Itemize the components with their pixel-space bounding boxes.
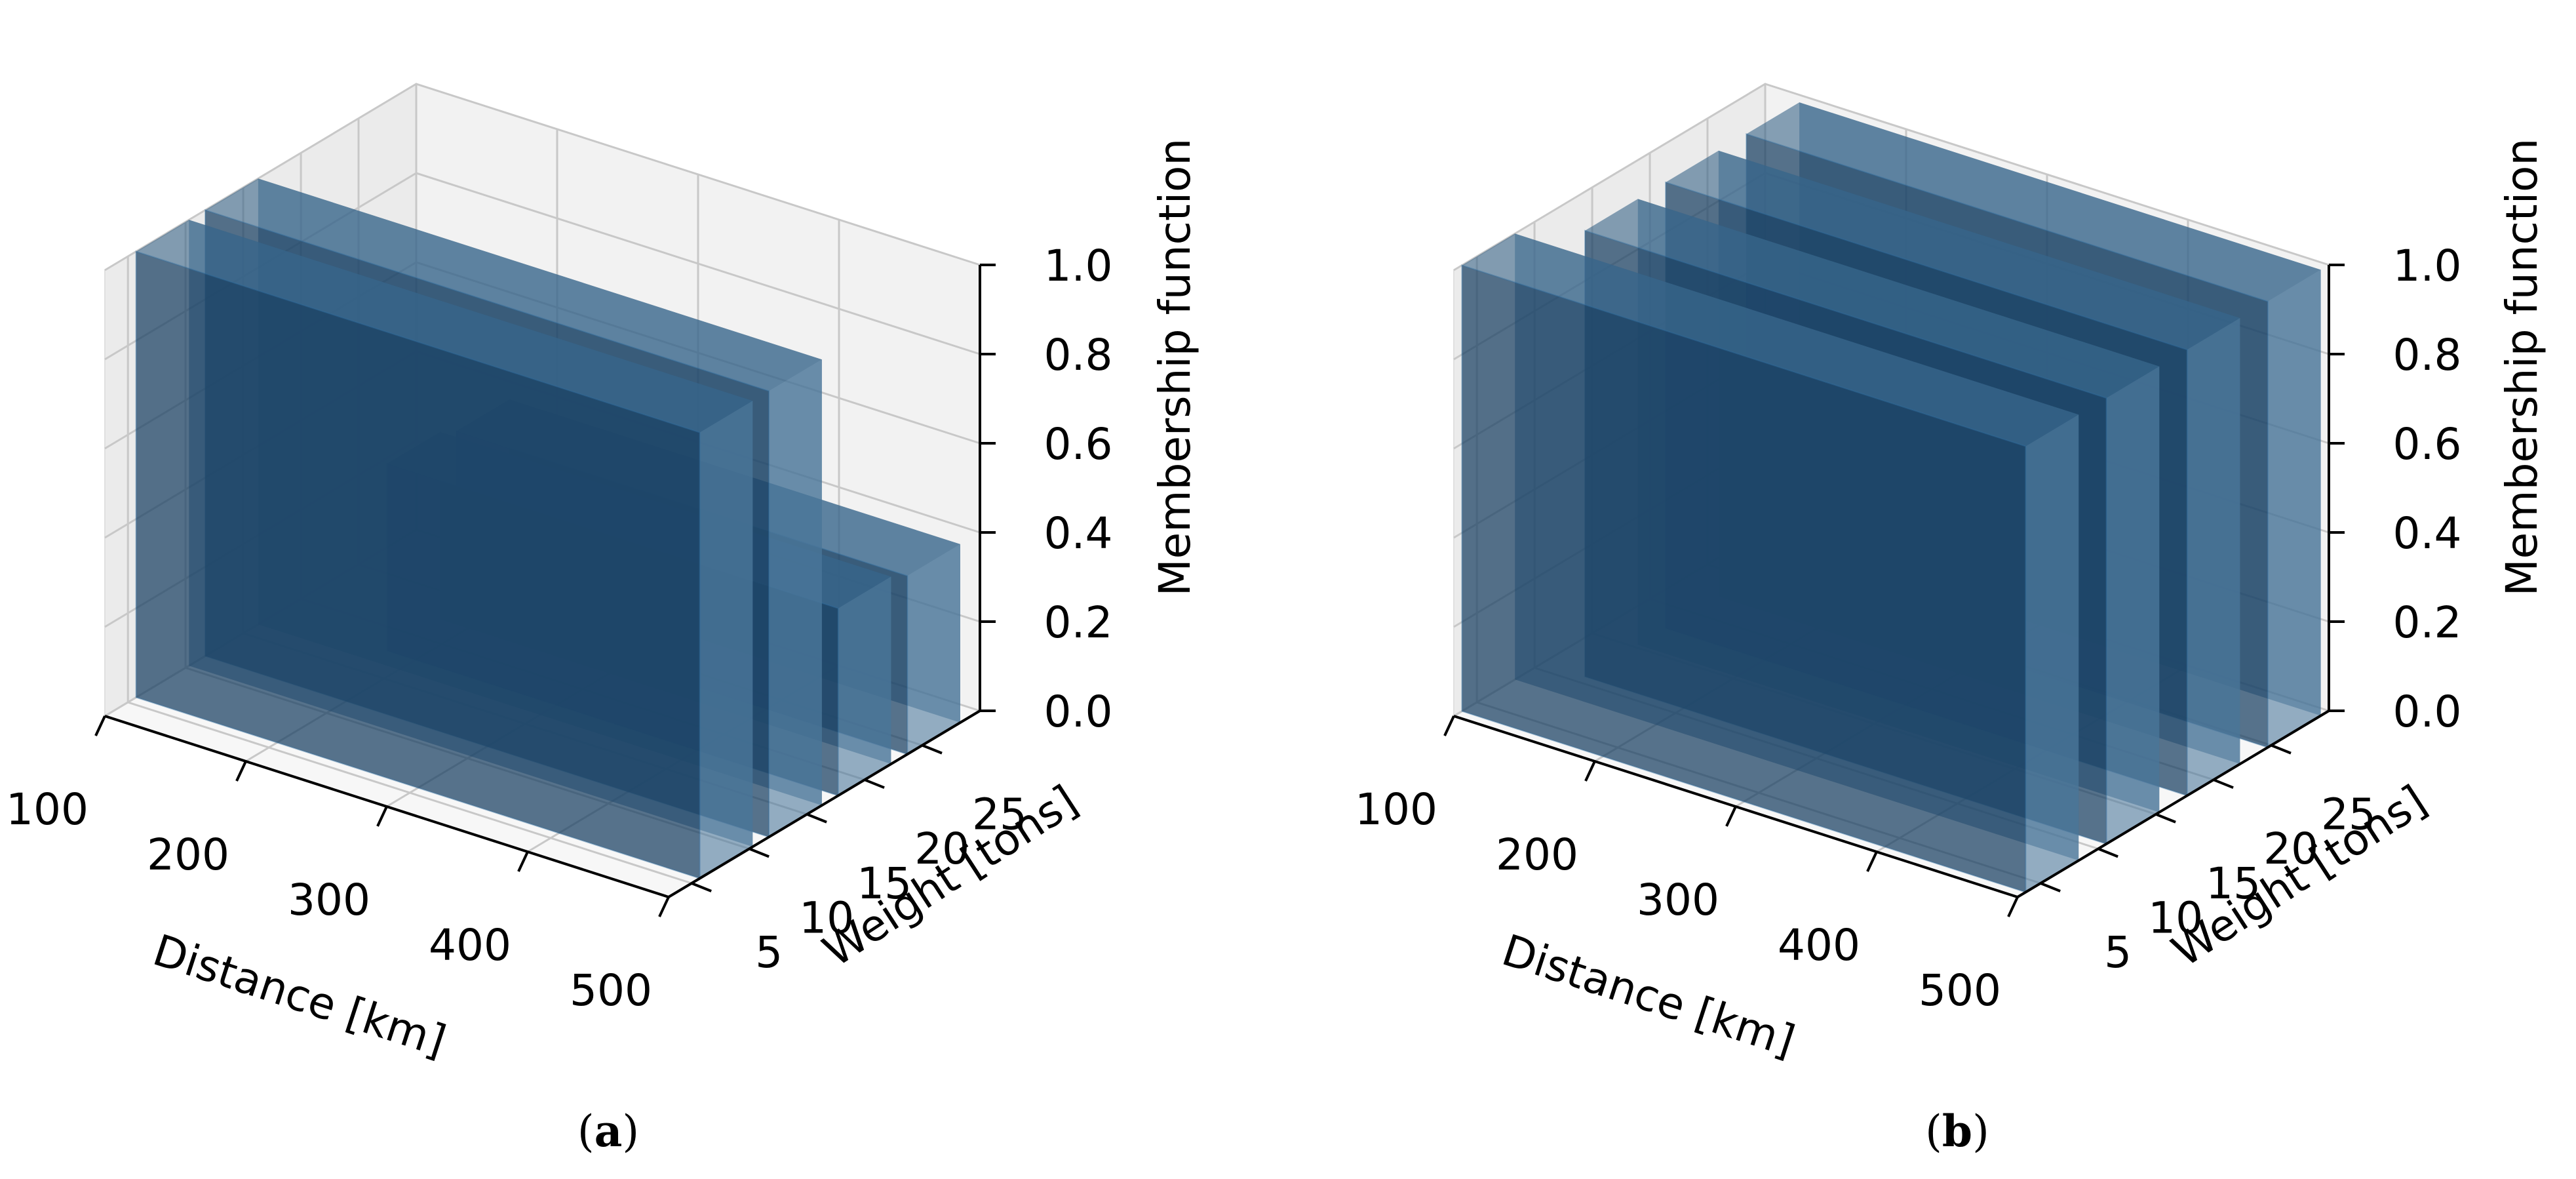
x-tick: [94, 715, 106, 736]
y-tick: [922, 744, 943, 755]
surface-end-cap: [2187, 318, 2240, 796]
x-tick-label: 400: [429, 920, 511, 970]
z-axis-title: Membership function: [1150, 138, 1200, 597]
y-tick: [864, 778, 885, 789]
z-tick-label: 1.0: [2393, 241, 2462, 291]
z-tick-label: 1.0: [1044, 241, 1113, 291]
z-axis-title: Membership function: [2497, 138, 2547, 597]
x-axis-title: Distance [km]: [147, 925, 452, 1066]
x-tick: [1584, 761, 1596, 782]
y-tick-label: 10: [2148, 892, 2203, 943]
y-tick-label: 20: [914, 824, 969, 874]
z-tick-label: 0.8: [1044, 330, 1113, 380]
x-tick-label: 300: [288, 875, 370, 925]
x-axis-title: Distance [km]: [1496, 925, 1801, 1066]
x-tick: [517, 851, 529, 872]
z-grid-line: [1453, 83, 2330, 271]
y-axis-title: Weight [tons]: [814, 776, 1086, 977]
y-tick-label: 10: [799, 892, 854, 943]
y-axis-line: [2016, 709, 2330, 898]
y-tick-label: 25: [972, 789, 1027, 840]
x-tick: [1866, 851, 1878, 872]
x-tick-label: 400: [1778, 920, 1860, 970]
panel-caption: (a): [577, 1106, 639, 1157]
y-tick-label: 5: [755, 927, 783, 978]
surface-end-cap: [2025, 414, 2079, 892]
y-tick: [691, 882, 712, 892]
y-tick-label: 25: [2321, 789, 2376, 840]
x-tick-label: 200: [147, 829, 229, 880]
y-tick-label: 15: [857, 858, 912, 909]
y-tick-label: 5: [2104, 927, 2132, 978]
x-tick-label: 500: [570, 965, 652, 1016]
x-tick-label: 100: [1355, 784, 1437, 835]
surface-end-cap: [2106, 366, 2160, 844]
surface-end-cap: [769, 359, 822, 837]
z-tick-label: 0.2: [2393, 597, 2462, 648]
surface-end-cap: [907, 544, 960, 755]
x-tick-label: 500: [1919, 965, 2001, 1016]
caption-letter: b: [1942, 1106, 1972, 1157]
y-tick: [806, 812, 827, 824]
caption-open: (: [1925, 1106, 1942, 1157]
x-tick-label: 100: [6, 784, 88, 835]
panel-caption: (b): [1925, 1106, 1989, 1157]
surface-end-cap: [838, 576, 891, 796]
y-tick: [2213, 778, 2234, 789]
surface-front-face: [1461, 264, 2027, 893]
x-tick: [658, 896, 670, 917]
y-tick: [2040, 882, 2061, 892]
caption-close: ): [622, 1106, 639, 1157]
x-tick-label: 300: [1637, 875, 1719, 925]
y-tick: [749, 847, 770, 858]
x-tick: [235, 761, 247, 782]
y-tick: [2098, 847, 2118, 858]
surface-end-cap: [2267, 270, 2321, 748]
z-tick-label: 0.0: [2393, 687, 2462, 737]
x-tick-label: 200: [1496, 829, 1578, 880]
x-tick: [1725, 806, 1737, 827]
surface-end-cap: [699, 401, 753, 879]
x-tick: [1443, 715, 1455, 736]
y-axis-line: [667, 709, 981, 898]
caption-letter: a: [595, 1106, 623, 1157]
z-tick-label: 0.4: [1044, 508, 1113, 559]
y-tick: [2155, 812, 2176, 824]
surface-front-face: [135, 250, 701, 879]
x-tick: [376, 806, 388, 827]
z-tick-label: 0.4: [2393, 508, 2462, 559]
caption-open: (: [577, 1106, 595, 1157]
z-tick-label: 0.6: [1044, 419, 1113, 470]
y-tick-label: 20: [2263, 824, 2318, 874]
z-tick-label: 0.0: [1044, 687, 1113, 737]
y-tick: [2271, 744, 2292, 755]
caption-close: ): [1972, 1106, 1989, 1157]
x-tick: [2007, 896, 2019, 917]
z-tick-label: 0.2: [1044, 597, 1113, 648]
y-axis-title: Weight [tons]: [2163, 776, 2435, 977]
membership-surface: [1461, 233, 2079, 893]
y-tick-label: 15: [2206, 858, 2261, 909]
z-tick-label: 0.8: [2393, 330, 2462, 380]
z-tick-label: 0.6: [2393, 419, 2462, 470]
membership-surface: [135, 220, 753, 879]
